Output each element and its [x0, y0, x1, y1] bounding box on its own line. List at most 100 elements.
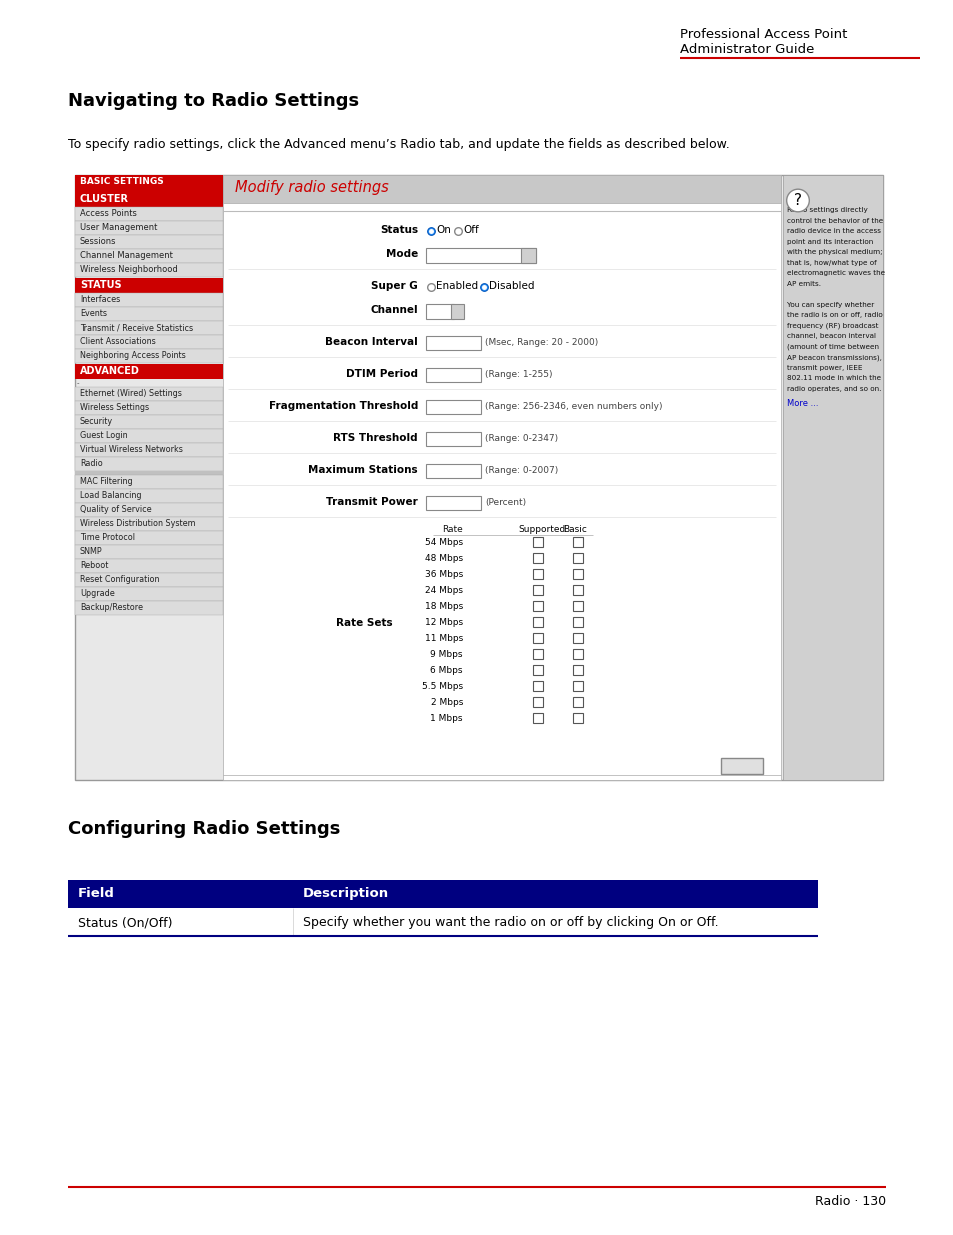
Bar: [533, 601, 542, 611]
Text: Time Protocol: Time Protocol: [80, 534, 135, 542]
Bar: [720, 758, 762, 774]
Text: Channel: Channel: [370, 305, 417, 315]
Text: ✔: ✔: [534, 585, 541, 595]
Text: ▼: ▼: [523, 249, 529, 259]
Text: Channel Management: Channel Management: [80, 251, 172, 261]
Text: ✔: ✔: [534, 698, 541, 706]
Text: Professional Access Point: Professional Access Point: [679, 28, 846, 41]
Bar: [533, 680, 542, 692]
Bar: [573, 569, 582, 579]
Text: Events: Events: [80, 309, 107, 317]
Bar: [533, 618, 542, 627]
Text: 11 Mbps: 11 Mbps: [424, 634, 462, 643]
Bar: [75, 429, 223, 443]
Bar: [68, 908, 817, 936]
Bar: [426, 304, 454, 319]
Text: To specify radio settings, click the Advanced menu’s Radio tab, and update the f: To specify radio settings, click the Adv…: [68, 138, 729, 151]
Text: Super G: Super G: [371, 282, 417, 291]
Text: 6 Mbps: 6 Mbps: [430, 666, 462, 676]
Text: STATUS: STATUS: [80, 280, 121, 290]
Text: Rate: Rate: [442, 525, 462, 534]
Text: ✔: ✔: [534, 666, 541, 676]
Text: ✔: ✔: [574, 634, 581, 643]
Text: 5.5 Mbps: 5.5 Mbps: [421, 682, 462, 692]
Text: Upgrade: Upgrade: [80, 589, 114, 598]
Text: On: On: [436, 225, 451, 235]
Text: the radio is on or off, radio: the radio is on or off, radio: [786, 312, 882, 317]
Text: 2: 2: [429, 370, 435, 380]
Bar: [223, 175, 781, 781]
Bar: [75, 517, 223, 531]
Bar: [782, 175, 882, 781]
Bar: [533, 569, 542, 579]
Text: Neighboring Access Points: Neighboring Access Points: [80, 351, 186, 359]
Text: (Percent): (Percent): [484, 498, 525, 508]
Text: ✔: ✔: [534, 650, 541, 659]
Text: ▼: ▼: [453, 306, 457, 312]
Text: Administrator Guide: Administrator Guide: [679, 43, 814, 56]
Bar: [75, 335, 223, 350]
Text: DTIM Period: DTIM Period: [346, 369, 417, 379]
Bar: [75, 415, 223, 429]
Bar: [426, 464, 480, 478]
Text: Security: Security: [80, 417, 113, 426]
Text: ✔: ✔: [574, 698, 581, 706]
Text: 2346: 2346: [429, 403, 453, 412]
Text: that is, how/what type of: that is, how/what type of: [786, 259, 876, 266]
Text: User Management: User Management: [80, 224, 157, 232]
Text: Off: Off: [462, 225, 478, 235]
Text: AP beacon transmissions),: AP beacon transmissions),: [786, 354, 881, 361]
Text: AP emits.: AP emits.: [786, 280, 821, 287]
Bar: [75, 573, 223, 587]
Bar: [75, 601, 223, 615]
Bar: [533, 664, 542, 676]
Text: Update: Update: [725, 760, 758, 769]
Bar: [426, 336, 480, 350]
Bar: [75, 401, 223, 415]
Bar: [75, 443, 223, 457]
Bar: [426, 432, 480, 446]
Text: 54 Mbps: 54 Mbps: [424, 538, 462, 547]
Text: Configuring Radio Settings: Configuring Radio Settings: [68, 820, 340, 839]
Text: Reboot: Reboot: [80, 561, 109, 571]
Text: IEEE 802.11g: IEEE 802.11g: [429, 249, 493, 261]
Bar: [573, 537, 582, 547]
Text: Status: Status: [379, 225, 417, 235]
Bar: [75, 350, 223, 363]
Text: 100: 100: [429, 338, 447, 348]
Text: -: -: [77, 380, 79, 387]
Text: point and its interaction: point and its interaction: [786, 238, 872, 245]
Text: Wireless Distribution System: Wireless Distribution System: [80, 519, 195, 529]
Bar: [451, 304, 463, 319]
Text: Basic: Basic: [562, 525, 586, 534]
Text: Supported: Supported: [517, 525, 565, 534]
Text: Radio settings directly: Radio settings directly: [786, 207, 867, 212]
Bar: [75, 475, 223, 489]
Bar: [75, 471, 223, 475]
Bar: [573, 618, 582, 627]
Text: 2 Mbps: 2 Mbps: [430, 698, 462, 706]
Bar: [75, 321, 223, 335]
Bar: [426, 248, 536, 263]
Bar: [75, 249, 223, 263]
Bar: [75, 531, 223, 545]
Bar: [573, 585, 582, 595]
Text: 9 Mbps: 9 Mbps: [430, 650, 462, 659]
Text: Rate Sets: Rate Sets: [336, 618, 393, 629]
Text: More ...: More ...: [786, 399, 818, 408]
Text: 18 Mbps: 18 Mbps: [424, 601, 462, 611]
Text: Wireless Neighborhood: Wireless Neighborhood: [80, 266, 177, 274]
Bar: [75, 263, 223, 277]
Text: 12 Mbps: 12 Mbps: [424, 618, 462, 627]
Text: frequency (RF) broadcast: frequency (RF) broadcast: [786, 322, 878, 329]
Text: Radio: Radio: [80, 459, 103, 468]
Bar: [75, 221, 223, 235]
Text: (Range: 0-2347): (Range: 0-2347): [484, 433, 558, 443]
Text: radio device in the access: radio device in the access: [786, 228, 880, 233]
Bar: [75, 278, 223, 293]
Bar: [533, 697, 542, 706]
Text: ✔: ✔: [534, 634, 541, 643]
Text: Ethernet (Wired) Settings: Ethernet (Wired) Settings: [80, 389, 182, 398]
Text: (Range: 0-2007): (Range: 0-2007): [484, 466, 558, 475]
Text: control the behavior of the: control the behavior of the: [786, 217, 882, 224]
